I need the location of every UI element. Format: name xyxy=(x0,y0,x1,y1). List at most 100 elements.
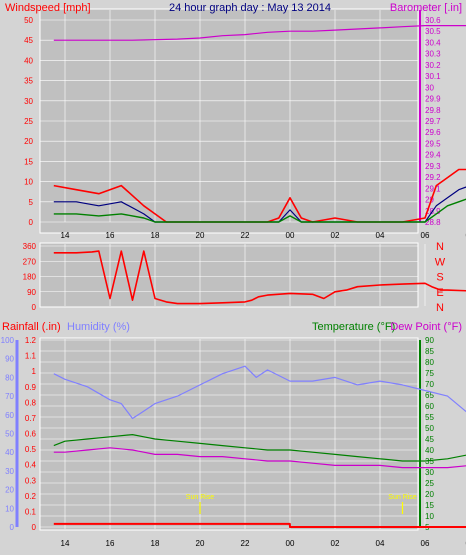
wind-tick-label: 20 xyxy=(24,137,33,146)
x-tick-label: 20 xyxy=(196,539,205,548)
compass-label: W xyxy=(435,256,446,268)
x-tick-label: 16 xyxy=(106,539,115,548)
wind-tick-label: 45 xyxy=(24,36,33,45)
humidity-tick-label: 90 xyxy=(5,355,14,364)
x-tick-label: 18 xyxy=(151,231,160,240)
temperature-axis-label: Temperature (°F) xyxy=(312,321,395,333)
barometer-tick-label: 28.8 xyxy=(425,218,441,227)
wind-tick-label: 5 xyxy=(29,198,34,207)
temperature-tick-label: 90 xyxy=(425,336,434,345)
rainfall-axis-label: Rainfall (.in) xyxy=(2,321,61,333)
rainfall-tick-label: 0.2 xyxy=(25,492,37,501)
x-tick-label: 00 xyxy=(286,539,295,548)
barometer-tick-label: 29.5 xyxy=(425,139,441,148)
barometer-tick-label: 29.6 xyxy=(425,128,441,137)
barometer-tick-label: 29.2 xyxy=(425,173,441,182)
humidity-line xyxy=(53,365,466,420)
wind-tick-label: 25 xyxy=(24,117,33,126)
direction-panel xyxy=(39,242,419,308)
rainfall-tick-label: 0.1 xyxy=(25,507,37,516)
temperature-tick-label: 70 xyxy=(425,380,434,389)
wind-tick-label: 40 xyxy=(24,56,33,65)
barometer-line xyxy=(53,25,466,41)
x-tick-label: 04 xyxy=(376,539,385,548)
temperature-tick-label: 30 xyxy=(425,468,434,477)
barometer-tick-label: 29.3 xyxy=(425,162,441,171)
sunrise-label: Sun Rise xyxy=(388,494,417,501)
wind-tick-label: 15 xyxy=(24,157,33,166)
wind-tick-label: 35 xyxy=(24,77,33,86)
temperature-line xyxy=(53,434,466,462)
wind-tick-label: 30 xyxy=(24,97,33,106)
direction-tick-label: 0 xyxy=(32,303,37,312)
temperature-tick-label: 50 xyxy=(425,424,434,433)
barometer-tick-label: 29.8 xyxy=(425,106,441,115)
barometer-tick-label: 29.4 xyxy=(425,151,441,160)
x-tick-label: 18 xyxy=(151,539,160,548)
x-tick-label: 20 xyxy=(196,231,205,240)
humidity-tick-label: 60 xyxy=(5,411,14,420)
compass-label: E xyxy=(436,287,443,299)
barometer-tick-label: 30.2 xyxy=(425,61,441,70)
rainfall-tick-label: 0.9 xyxy=(25,383,37,392)
data-series: Sun Rise Sun Rise xyxy=(53,25,466,528)
windspeed-axis-label: Windspeed [mph] xyxy=(5,2,91,14)
rainfall-tick-label: 1.2 xyxy=(25,336,37,345)
humidity-tick-label: 50 xyxy=(5,430,14,439)
compass-label: N xyxy=(436,241,444,253)
humidity-tick-label: 80 xyxy=(5,373,14,382)
barometer-axis-label: Barometer [.in] xyxy=(390,2,462,14)
humidity-tick-label: 40 xyxy=(5,448,14,457)
direction-tick-label: 90 xyxy=(27,288,36,297)
x-tick-label: 00 xyxy=(286,231,295,240)
x-tick-label: 04 xyxy=(376,231,385,240)
barometer-tick-label: 29.1 xyxy=(425,184,441,193)
temperature-tick-label: 10 xyxy=(425,512,434,521)
humidity-tick-label: 0 xyxy=(10,523,15,532)
wind-tick-label: 50 xyxy=(24,16,33,25)
rainfall-tick-label: 0.3 xyxy=(25,476,37,485)
rainfall-tick-label: 1.1 xyxy=(25,352,37,361)
humidity-tick-label: 10 xyxy=(5,504,14,513)
temperature-tick-label: 45 xyxy=(425,435,434,444)
direction-tick-label: 270 xyxy=(23,257,37,266)
grid-lines xyxy=(15,10,426,529)
rainfall-tick-label: 0.6 xyxy=(25,430,37,439)
tick-labels: 1414161618182020222200000202040406060808… xyxy=(1,16,466,548)
rainfall-tick-label: 0 xyxy=(32,523,37,532)
humidity-tick-label: 30 xyxy=(5,467,14,476)
compass-label: N xyxy=(436,302,444,314)
wind-tick-label: 0 xyxy=(29,218,34,227)
temperature-tick-label: 35 xyxy=(425,457,434,466)
rainfall-line xyxy=(53,522,466,528)
humidity-axis-label: Humidity (%) xyxy=(67,321,130,333)
rainfall-tick-label: 0.7 xyxy=(25,414,37,423)
x-tick-label: 14 xyxy=(61,539,70,548)
temp-panel xyxy=(39,337,419,531)
rainfall-tick-label: 0.8 xyxy=(25,398,37,407)
temperature-tick-label: 80 xyxy=(425,358,434,367)
barometer-tick-label: 29 xyxy=(425,196,434,205)
barometer-tick-label: 29.9 xyxy=(425,95,441,104)
x-tick-label: 22 xyxy=(241,539,250,548)
temperature-tick-label: 15 xyxy=(425,501,434,510)
barometer-tick-label: 30.1 xyxy=(425,72,441,81)
wind-direction-line xyxy=(53,250,466,305)
temperature-tick-label: 60 xyxy=(425,402,434,411)
dewpoint-line xyxy=(53,447,466,469)
humidity-tick-label: 70 xyxy=(5,392,14,401)
rainfall-tick-label: 1 xyxy=(32,367,37,376)
compass-label: S xyxy=(436,272,443,284)
x-tick-label: 06 xyxy=(421,231,430,240)
direction-tick-label: 360 xyxy=(23,242,37,251)
x-tick-label: 02 xyxy=(331,231,340,240)
x-tick-label: 16 xyxy=(106,231,115,240)
humidity-tick-label: 100 xyxy=(1,336,15,345)
sunrise-label: Sun Rise xyxy=(186,494,215,501)
wind-average-line xyxy=(53,198,466,223)
x-tick-label: 06 xyxy=(421,539,430,548)
temperature-tick-label: 20 xyxy=(425,490,434,499)
x-tick-label: 02 xyxy=(331,539,340,548)
temperature-tick-label: 40 xyxy=(425,446,434,455)
